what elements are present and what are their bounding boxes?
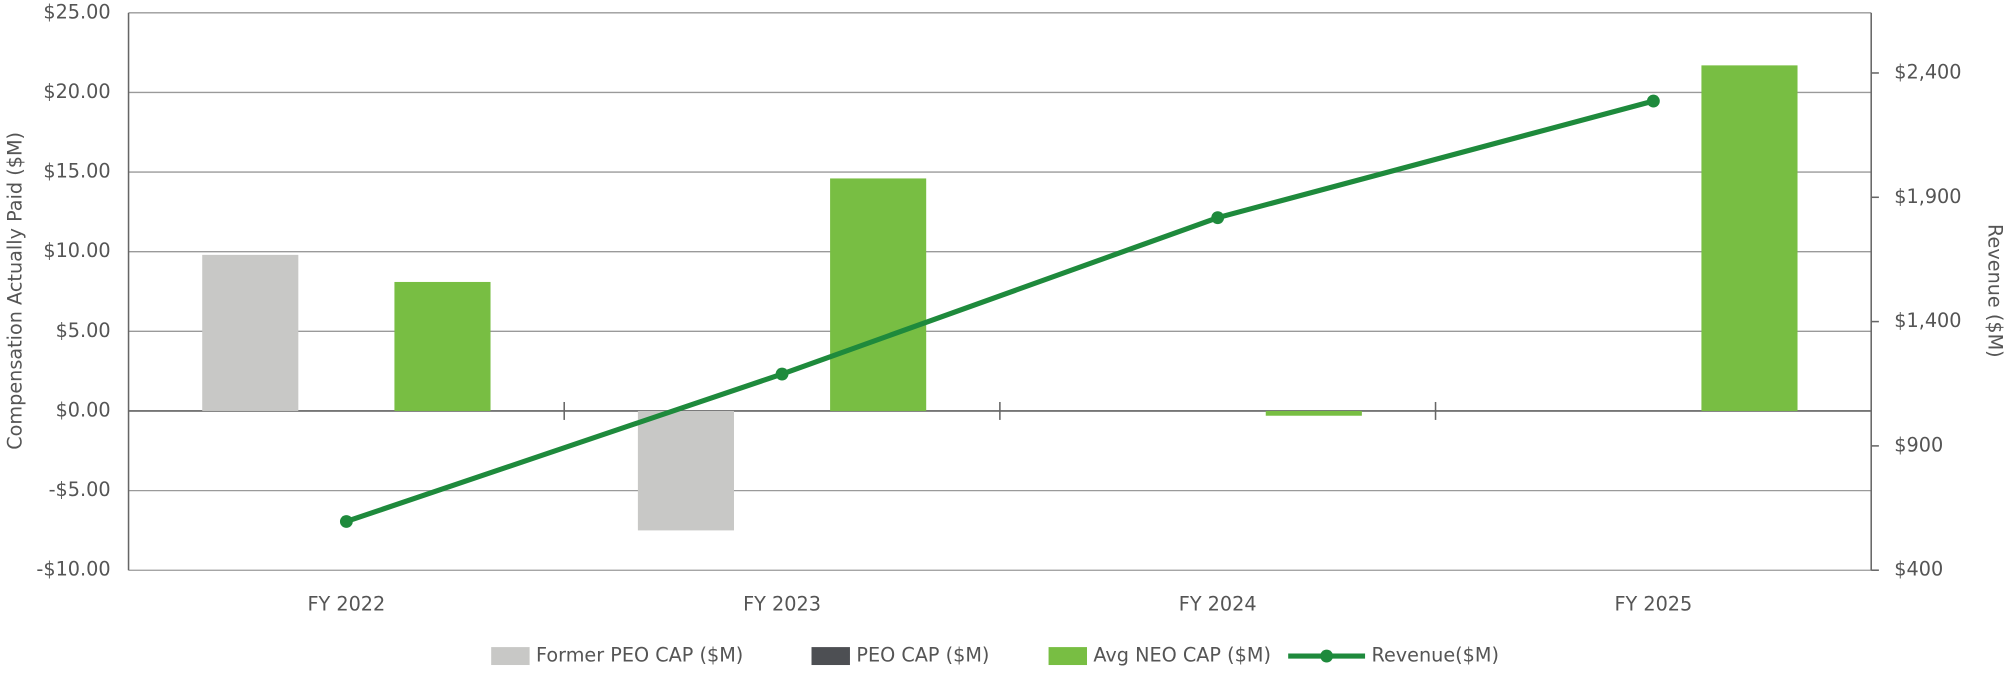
legend-label: Avg NEO CAP ($M) <box>1093 644 1271 667</box>
y2-tick-label: $400 <box>1894 558 1943 581</box>
y-tick-label: $10.00 <box>43 239 110 262</box>
legend-label: PEO CAP ($M) <box>856 644 989 667</box>
x-tick-label: FY 2025 <box>1614 592 1692 615</box>
x-tick-label: FY 2024 <box>1179 592 1257 615</box>
bar <box>1265 410 1362 416</box>
legend-label: Revenue($M) <box>1371 644 1499 667</box>
bar <box>1701 65 1798 411</box>
bar <box>394 281 491 411</box>
x-tick-label: FY 2023 <box>743 592 821 615</box>
y-axis-title: Compensation Actually Paid ($M) <box>3 132 26 450</box>
y2-axis-title: Revenue ($M) <box>1984 224 2007 358</box>
bar <box>637 410 734 531</box>
legend-swatch <box>491 647 530 666</box>
y-tick-label: -$10.00 <box>36 558 110 581</box>
point <box>1211 211 1225 225</box>
y2-tick-label: $1,400 <box>1894 309 1961 332</box>
point <box>775 367 789 381</box>
x-tick-label: FY 2022 <box>307 592 385 615</box>
y-tick-label: $20.00 <box>43 80 110 103</box>
y2-tick-label: $900 <box>1894 433 1943 456</box>
y-tick-label: $5.00 <box>56 319 111 342</box>
legend-swatch <box>811 647 850 666</box>
line <box>345 98 1655 524</box>
legend-swatch <box>1320 649 1334 663</box>
y2-tick-label: $2,400 <box>1894 60 1961 83</box>
bar <box>830 178 927 411</box>
y-tick-label: $25.00 <box>43 0 110 23</box>
y2-tick-label: $1,900 <box>1894 185 1961 208</box>
legend-label: Former PEO CAP ($M) <box>536 644 743 667</box>
y-tick-label: $15.00 <box>43 160 110 183</box>
y-tick-label: -$5.00 <box>49 478 111 501</box>
point <box>339 515 353 528</box>
legend-swatch <box>1048 647 1088 666</box>
bar <box>202 254 299 411</box>
y-tick-label: $0.00 <box>56 398 111 421</box>
point <box>1646 94 1660 108</box>
